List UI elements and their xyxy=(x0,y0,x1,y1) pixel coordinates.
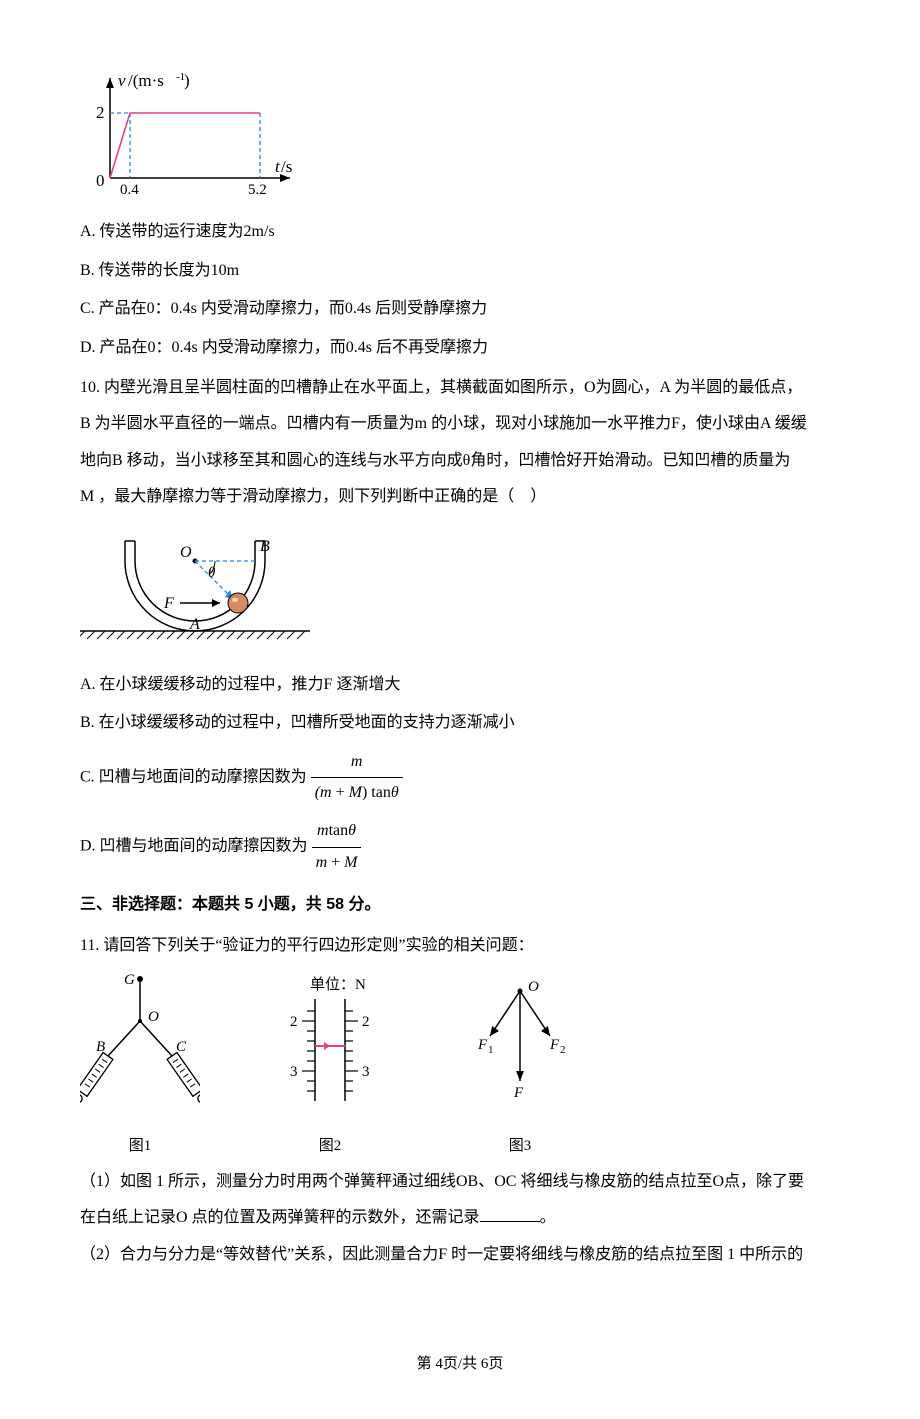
vt-chart: v /(m·s -1 ) 2 0 0.4 5.2 t /s xyxy=(80,68,840,209)
q10-c-prefix: C. 凹槽与地面间的动摩擦因数为 xyxy=(80,768,307,785)
q10-c-frac: m (m + M) tanθ xyxy=(311,747,403,809)
svg-text:0: 0 xyxy=(96,171,105,190)
fig2-caption: 图2 xyxy=(270,1132,390,1161)
svg-text:O: O xyxy=(148,1009,159,1025)
svg-text:3: 3 xyxy=(362,1064,370,1080)
blank-field xyxy=(480,1205,540,1222)
svg-text:F: F xyxy=(163,595,174,612)
q9-opt-d: D. 产品在0：0.4s 内受滑动摩擦力，而0.4s 后不再受摩擦力 xyxy=(80,333,840,363)
q11-fig3: O F1 F2 F 图3 xyxy=(460,971,580,1161)
svg-text:G: G xyxy=(124,972,135,988)
q11-fig1: G O B C 图1 xyxy=(80,971,200,1161)
q10-d-frac: mtanθ m + M xyxy=(312,816,362,878)
svg-text:O: O xyxy=(180,544,192,561)
q9-opt-a: A. 传送带的运行速度为2m/s xyxy=(80,217,840,247)
q11-sub1a: （1）如图 1 所示，测量分力时用两个弹簧秤通过细线OB、OC 将细线与橡皮筋的… xyxy=(80,1167,840,1197)
q9-opt-b: B. 传送带的长度为10m xyxy=(80,256,840,286)
q11-sub1b: 在白纸上记录O 点的位置及两弹簧秤的示数外，还需记录 xyxy=(80,1209,480,1226)
q10-d-prefix: D. 凹槽与地面间的动摩擦因数为 xyxy=(80,838,308,855)
q11-figures: G O B C 图1 单位：N xyxy=(80,971,840,1161)
svg-text:v: v xyxy=(118,71,126,90)
svg-text:2: 2 xyxy=(362,1014,370,1030)
q10-opt-c: C. 凹槽与地面间的动摩擦因数为 m (m + M) tanθ xyxy=(80,747,840,809)
q10-opt-a: A. 在小球缓缓移动的过程中，推力F 逐渐增大 xyxy=(80,670,840,700)
q11-sub1c: 。 xyxy=(540,1209,556,1226)
q10-stem-1: 10. 内壁光滑且呈半圆柱面的凹槽静止在水平面上，其横截面如图所示，O为圆心，A… xyxy=(80,373,840,403)
svg-text:3: 3 xyxy=(290,1064,298,1080)
svg-text:5.2: 5.2 xyxy=(248,182,267,198)
q11-sub2: （2）合力与分力是“等效替代”关系，因此测量合力F 时一定要将细线与橡皮筋的结点… xyxy=(80,1240,840,1270)
svg-text:单位：N: 单位：N xyxy=(310,976,366,993)
svg-text:B: B xyxy=(260,538,270,555)
svg-text:O: O xyxy=(528,979,539,995)
svg-text:F: F xyxy=(513,1085,524,1101)
q11-stem: 11. 请回答下列关于“验证力的平行四边形定则”实验的相关问题： xyxy=(80,931,840,961)
page-footer: 第 4页/共 6页 xyxy=(80,1350,840,1379)
svg-text:A: A xyxy=(189,616,200,633)
svg-text:/(m·s: /(m·s xyxy=(128,71,164,90)
svg-text:F: F xyxy=(477,1037,488,1053)
q11-sub1b-line: 在白纸上记录O 点的位置及两弹簧秤的示数外，还需记录 。 xyxy=(80,1203,840,1233)
fig3-caption: 图3 xyxy=(460,1132,580,1161)
q10-stem-4: M ，最大静摩擦力等于滑动摩擦力，则下列判断中正确的是（ ） xyxy=(80,482,840,512)
q11-fig2: 单位：N 2 2 3 3 xyxy=(270,971,390,1161)
svg-text:2: 2 xyxy=(290,1014,298,1030)
section-3-title: 三、非选择题：本题共 5 小题，共 58 分。 xyxy=(80,890,840,920)
q10-stem-3: 地向B 移动，当小球移至其和圆心的连线与水平方向成θ角时，凹槽恰好开始滑动。已知… xyxy=(80,446,840,476)
svg-text:1: 1 xyxy=(488,1044,494,1056)
svg-text:/s: /s xyxy=(281,157,292,176)
svg-text:θ: θ xyxy=(208,565,216,581)
fig1-caption: 图1 xyxy=(80,1132,200,1161)
q10-opt-b: B. 在小球缓缓移动的过程中，凹槽所受地面的支持力逐渐减小 xyxy=(80,708,840,738)
svg-text:F: F xyxy=(549,1037,560,1053)
q10-opt-d: D. 凹槽与地面间的动摩擦因数为 mtanθ m + M xyxy=(80,816,840,878)
svg-text:0.4: 0.4 xyxy=(120,182,139,198)
svg-text:2: 2 xyxy=(96,103,105,122)
q10-stem-2: B 为半圆水平直径的一端点。凹槽内有一质量为m 的小球，现对小球施加一水平推力F… xyxy=(80,409,840,439)
q10-diagram: O θ B F A xyxy=(80,521,840,662)
q9-opt-c: C. 产品在0：0.4s 内受滑动摩擦力，而0.4s 后则受静摩擦力 xyxy=(80,294,840,324)
svg-text:2: 2 xyxy=(560,1044,566,1056)
svg-text:): ) xyxy=(184,71,190,90)
